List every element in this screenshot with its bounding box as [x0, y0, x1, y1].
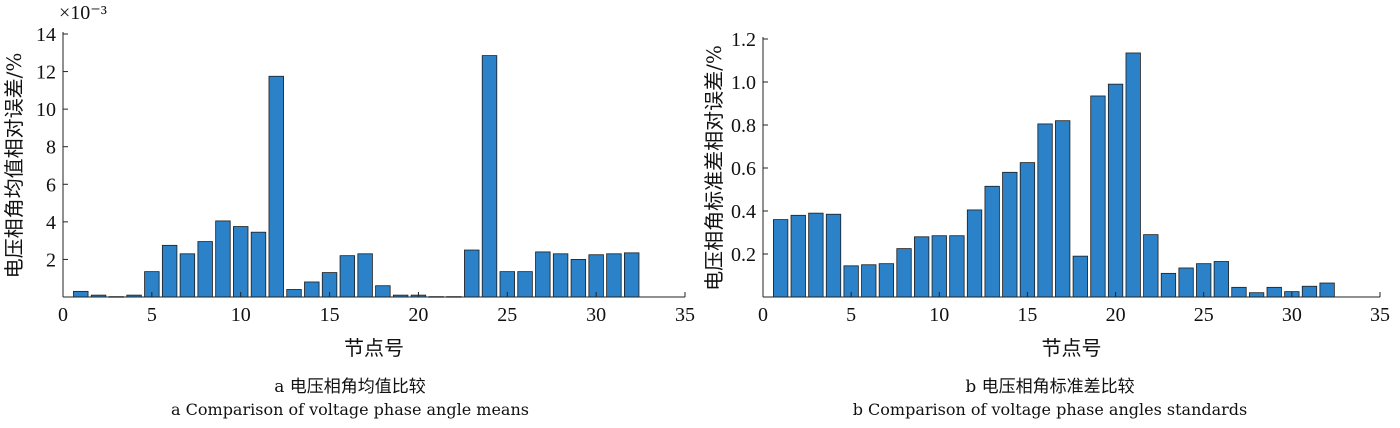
chart-a-y-tick-label: 10	[36, 99, 56, 121]
chart-a-y-tick-label: 14	[36, 24, 56, 46]
chart-b-y-tick-label: 0.4	[731, 201, 756, 223]
chart-b-bar	[1213, 261, 1229, 298]
chart-b-x-tick-label: 10	[929, 304, 949, 326]
chart-b-bar	[1160, 272, 1177, 298]
chart-b-y-tick-label: 1.0	[731, 72, 756, 94]
chart-a-bar	[179, 253, 196, 298]
chart-b-bar	[1178, 267, 1194, 298]
chart-b-y-tick-label: 0.8	[731, 115, 756, 137]
chart-b-bar	[773, 219, 789, 298]
chart-b-bar	[1319, 282, 1335, 298]
chart-b-caption-cn: b 电压相角标准差比较	[965, 377, 1135, 397]
chart-a-bar	[161, 244, 178, 298]
chart-b-bar	[1248, 292, 1265, 298]
chart-b-x-tick-label: 15	[1017, 304, 1037, 326]
chart-a-y-tick-label: 4	[46, 212, 56, 234]
chart-a-svg: 0 5 10 15 20 25 30 35 2 4 6 8 10 12 14 节点号 电压相角均值相对误差/% ×…	[2, 2, 695, 360]
chart-b-bar	[825, 213, 842, 298]
chart-b-bar	[1055, 120, 1071, 298]
chart-a-x-tick-label: 5	[147, 304, 157, 326]
chart-b-x-tick-label: 30	[1282, 304, 1302, 326]
chart-b-x-tick-label: 5	[846, 304, 856, 326]
chart-b-bar	[808, 212, 824, 298]
chart-a-y-tick-label: 8	[46, 137, 56, 159]
chart-b-bar	[896, 248, 912, 298]
chart-a-bar	[623, 252, 640, 298]
chart-a-y-tick-label: 6	[46, 174, 56, 196]
chart-a-panel: 0 5 10 15 20 25 30 35 2 4 6 8 10 12 14 节点号 电压相角均值相对误差/% ×…	[2, 2, 695, 419]
chart-b-bar	[1125, 52, 1141, 298]
chart-b-x-tick-label: 25	[1194, 304, 1214, 326]
chart-b-bar	[1231, 286, 1247, 298]
chart-b-bar	[949, 235, 965, 298]
chart-a-bar	[535, 251, 551, 298]
chart-b-bar	[1266, 286, 1282, 298]
chart-a-bar	[339, 255, 356, 298]
chart-a-y-label: 电压相角均值相对误差/%	[2, 53, 26, 279]
chart-a-bar	[286, 289, 302, 298]
chart-b-bar	[1090, 95, 1106, 298]
chart-b-y-label: 电压相角标准差相对误差/%	[702, 45, 726, 291]
chart-a-x-tick-label: 15	[320, 304, 340, 326]
chart-b-bar	[984, 185, 1000, 298]
chart-a-bar	[552, 253, 569, 298]
chart-a-bar	[73, 290, 89, 298]
chart-b-x-tick-label: 0	[758, 304, 768, 326]
chart-a-bar	[233, 226, 249, 298]
chart-a-bar	[304, 281, 320, 298]
chart-a-bar	[357, 253, 373, 298]
chart-a-bar	[268, 75, 284, 298]
chart-a-bar	[517, 271, 533, 298]
chart-b-caption-en: b Comparison of voltage phase angles sta…	[852, 400, 1248, 419]
chart-b-bar	[914, 236, 930, 298]
chart-b-x-tick-label: 35	[1370, 304, 1390, 326]
chart-b-y-tick-label: 0.6	[731, 158, 756, 180]
chart-a-bar	[215, 220, 231, 298]
chart-b-bar	[966, 209, 983, 298]
chart-a-caption-cn: a 电压相角均值比较	[274, 377, 426, 397]
chart-b-svg: 0 5 10 15 20 25 30 35 0.2 0.4 0.6 0.8 1.0 1.2 节点号 电压相角标…	[702, 29, 1390, 360]
chart-a-bar	[481, 55, 498, 298]
chart-a-bar	[606, 253, 622, 298]
chart-b-x-label: 节点号	[1042, 336, 1102, 360]
chart-a-x-label: 节点号	[344, 336, 404, 360]
chart-b-bar	[1301, 285, 1318, 298]
chart-a-bar	[588, 254, 604, 298]
chart-a-bar	[464, 249, 480, 298]
chart-a-x-tick-label: 25	[497, 304, 517, 326]
chart-a-x-tick-label: 0	[58, 304, 68, 326]
chart-a-bar	[570, 259, 587, 298]
chart-a-x-tick-label: 20	[408, 304, 428, 326]
chart-b-bar	[1002, 171, 1018, 298]
chart-b-bar	[931, 235, 947, 298]
chart-a-y-tick-label: 12	[36, 62, 56, 84]
chart-b-y-tick-label: 0.2	[731, 244, 756, 266]
chart-a-bar	[375, 285, 391, 298]
chart-a-bar	[197, 241, 213, 298]
chart-b-bar	[1019, 162, 1036, 298]
chart-a-x-tick-label: 30	[586, 304, 606, 326]
chart-b-bar	[1072, 255, 1088, 298]
chart-b-bar	[1143, 234, 1159, 298]
chart-a-caption-en: a Comparison of voltage phase angle mean…	[171, 400, 529, 419]
chart-a-multiplier: ×10⁻³	[59, 2, 107, 24]
chart-b-bar	[790, 214, 806, 298]
chart-b-x-tick-label: 20	[1106, 304, 1126, 326]
chart-a-bar	[250, 231, 267, 298]
chart-a-x-tick-label: 10	[231, 304, 251, 326]
chart-b-bar	[861, 264, 877, 298]
chart-a-y-tick-label: 2	[46, 249, 56, 271]
chart-b-panel: 0 5 10 15 20 25 30 35 0.2 0.4 0.6 0.8 1.0 1.2 节点号 电压相角标…	[700, 0, 1400, 428]
chart-b-bar	[878, 263, 895, 298]
chart-b-bar	[1037, 123, 1053, 298]
chart-a-x-tick-label: 35	[675, 304, 695, 326]
chart-b-y-tick-label: 1.2	[731, 29, 756, 51]
chart-b-bar	[1107, 83, 1124, 298]
